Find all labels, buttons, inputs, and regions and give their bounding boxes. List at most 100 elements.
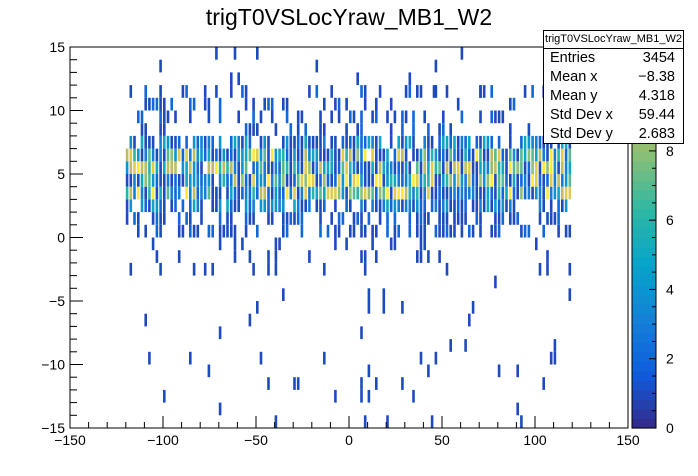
histogram-bin	[270, 97, 274, 111]
histogram-bin	[177, 186, 181, 200]
histogram-bin	[460, 224, 464, 238]
histogram-bin	[166, 174, 170, 187]
histogram-bin	[241, 174, 244, 187]
histogram-bin	[371, 186, 374, 200]
histogram-bin	[464, 174, 467, 187]
histogram-bin	[237, 72, 240, 86]
histogram-bin	[475, 186, 479, 200]
histogram-bin	[285, 135, 289, 149]
histogram-bin	[233, 224, 237, 238]
histogram-bin	[363, 250, 367, 263]
histogram-bin	[248, 148, 252, 162]
histogram-bin	[363, 186, 367, 200]
histogram-bin	[356, 186, 359, 200]
histogram-bin	[270, 110, 274, 124]
histogram-bin	[512, 161, 516, 174]
histogram-bin	[482, 161, 486, 174]
histogram-bin	[527, 123, 531, 136]
stats-row-mean-x: Mean x −8.38	[544, 68, 683, 87]
histogram-bin	[163, 97, 166, 111]
histogram-bin	[427, 174, 430, 187]
histogram-bin	[520, 224, 523, 238]
histogram-bin	[148, 351, 151, 365]
histogram-bin	[137, 161, 140, 174]
histogram-bin	[170, 148, 173, 162]
histogram-bin	[427, 123, 430, 136]
histogram-bin	[371, 148, 374, 162]
histogram-bin	[248, 313, 252, 327]
histogram-bin	[151, 97, 155, 111]
palette-step	[632, 208, 656, 219]
palette-step	[632, 256, 656, 267]
histogram-bin	[546, 262, 549, 276]
histogram-bin	[144, 174, 147, 187]
histogram-bin	[259, 199, 263, 213]
histogram-bin	[282, 148, 285, 162]
histogram-bin	[133, 186, 136, 200]
histogram-bin	[300, 212, 304, 225]
histogram-bin	[282, 135, 285, 149]
palette-step	[632, 342, 656, 353]
histogram-bin	[285, 224, 289, 238]
histogram-bin	[427, 161, 430, 174]
histogram-bin	[363, 224, 367, 238]
histogram-bin	[549, 186, 553, 200]
histogram-bin	[248, 123, 252, 136]
histogram-bin	[315, 174, 319, 187]
histogram-bin	[397, 186, 400, 200]
histogram-bin	[330, 110, 333, 124]
histogram-bin	[308, 135, 311, 149]
histogram-bin	[226, 212, 229, 225]
histogram-bin	[553, 339, 557, 352]
histogram-bin	[546, 148, 549, 162]
histogram-bin	[129, 161, 133, 174]
histogram-bin	[460, 186, 464, 200]
histogram-bin	[527, 224, 531, 238]
histogram-bin	[285, 186, 289, 200]
histogram-bin	[203, 262, 207, 276]
histogram-bin	[360, 212, 363, 225]
histogram-bin	[538, 161, 542, 174]
histogram-bin	[319, 199, 322, 213]
histogram-bin	[419, 148, 423, 162]
histogram-bin	[419, 161, 423, 174]
histogram-bin	[267, 199, 270, 213]
stats-label: Entries	[550, 50, 596, 66]
histogram-bin	[151, 135, 155, 149]
histogram-bin	[416, 161, 419, 174]
histogram-bin	[341, 212, 345, 225]
histogram-bin	[471, 186, 475, 200]
histogram-bin	[330, 85, 333, 98]
histogram-bin	[393, 186, 397, 200]
palette-step	[632, 313, 656, 324]
histogram-bin	[460, 135, 464, 149]
histogram-bin	[125, 174, 129, 187]
histogram-bin	[244, 212, 248, 225]
histogram-bin	[159, 262, 162, 276]
histogram-bin	[241, 135, 244, 149]
histogram-bin	[270, 212, 274, 225]
histogram-bin	[326, 174, 330, 187]
histogram-bin	[535, 148, 538, 162]
histogram-bin	[542, 161, 545, 174]
histogram-bin	[244, 199, 248, 213]
histogram-bin	[200, 186, 203, 200]
histogram-bin	[386, 161, 389, 174]
histogram-bin	[170, 186, 173, 200]
histogram-bin	[259, 186, 263, 200]
histogram-bin	[416, 250, 419, 263]
histogram-bin	[189, 351, 192, 365]
histogram-bin	[259, 351, 263, 365]
histogram-bin	[442, 110, 445, 124]
histogram-bin	[397, 199, 400, 213]
histogram-bin	[285, 174, 289, 187]
palette-step	[632, 199, 656, 210]
histogram-bin	[349, 148, 352, 162]
histogram-bin	[523, 186, 527, 200]
histogram-bin	[274, 174, 278, 187]
histogram-bin	[386, 186, 389, 200]
palette-step	[632, 189, 656, 200]
palette-step	[632, 151, 656, 162]
histogram-bin	[516, 174, 519, 187]
histogram-bin	[267, 262, 270, 276]
